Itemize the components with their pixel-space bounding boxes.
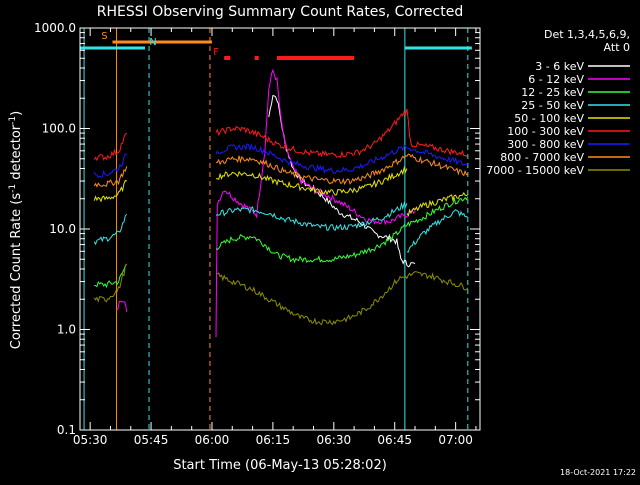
detector-list: Det 1,3,4,5,6,9,: [544, 28, 630, 41]
y-tick-label: 10.0: [49, 222, 76, 236]
series-line-3-2: [406, 209, 469, 253]
series-line-4-2: [406, 191, 469, 217]
x-tick-label: 06:45: [377, 433, 412, 447]
y-tick-label: 100.0: [42, 122, 76, 136]
generation-timestamp: 18-Oct-2021 17:22: [560, 468, 636, 477]
attenuator-state: Att 0: [604, 41, 630, 54]
x-tick-label: 06:30: [317, 433, 352, 447]
x-axis-label: Start Time (06-May-13 05:28:02): [173, 458, 387, 473]
legend-label: 300 - 800 keV: [507, 138, 584, 151]
series-line-3-0: [93, 213, 128, 246]
flag-label-f: F: [213, 47, 219, 58]
series-line-7-1: [215, 153, 468, 186]
series-line-3-1: [215, 201, 408, 232]
y-tick-label: 0.1: [57, 423, 76, 437]
axes-layer: 05:30 05:45 06:00 06:15 06:30 06:45 07:00 0.1 1.…: [34, 21, 481, 447]
series-line-4-1: [216, 165, 408, 196]
series-line-8-1: [215, 271, 469, 326]
chart-title: RHESSI Observing Summary Count Rates, Co…: [97, 4, 463, 20]
series-line-2-1: [215, 196, 469, 264]
series-line-1-1: [215, 68, 416, 338]
series-line-1-0: [116, 300, 128, 312]
x-tick-label: 05:45: [134, 433, 169, 447]
series-line-2-0: [94, 263, 128, 289]
legend-label: 50 - 100 keV: [514, 112, 584, 125]
y-axis-label: Corrected Count Rate (s-1 detector-1): [8, 111, 24, 349]
legend-label: 3 - 6 keV: [535, 60, 584, 73]
data-layer: S N F: [80, 28, 472, 430]
y-tick-label: 1.0: [57, 323, 76, 337]
legend-label: 6 - 12 keV: [528, 73, 584, 86]
series-line-8-0: [93, 263, 128, 303]
x-tick-label: 05:30: [73, 433, 108, 447]
flag-label-n: N: [149, 37, 156, 48]
series-line-7-0: [93, 166, 128, 188]
legend-label: 12 - 25 keV: [521, 86, 584, 99]
x-tick-label: 07:00: [438, 433, 473, 447]
series-line-5-1: [215, 108, 469, 159]
legend-label: 25 - 50 keV: [521, 99, 584, 112]
y-tick-label: 1000.0: [34, 21, 76, 35]
legend-label: 800 - 7000 keV: [500, 151, 584, 164]
series-line-6-0: [93, 153, 127, 179]
series-line-4-0: [93, 179, 127, 203]
legend-label: 100 - 300 keV: [507, 125, 584, 138]
series-line-6-1: [215, 143, 469, 174]
flag-label-s: S: [101, 31, 107, 42]
x-tick-label: 06:00: [195, 433, 230, 447]
legend-label: 7000 - 15000 keV: [486, 164, 584, 177]
x-tick-label: 06:15: [256, 433, 291, 447]
series-line-5-0: [93, 132, 128, 162]
